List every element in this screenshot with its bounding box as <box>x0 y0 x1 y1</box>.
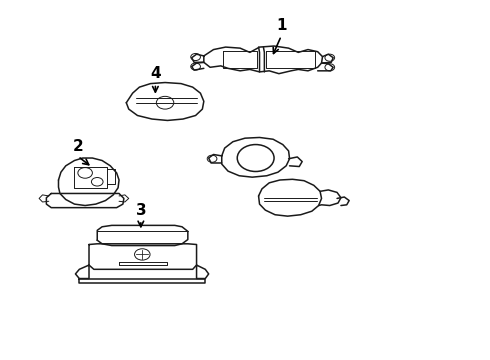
Text: 1: 1 <box>276 18 287 33</box>
Text: 4: 4 <box>150 66 161 81</box>
Text: 3: 3 <box>136 203 146 218</box>
Text: 2: 2 <box>73 139 83 154</box>
